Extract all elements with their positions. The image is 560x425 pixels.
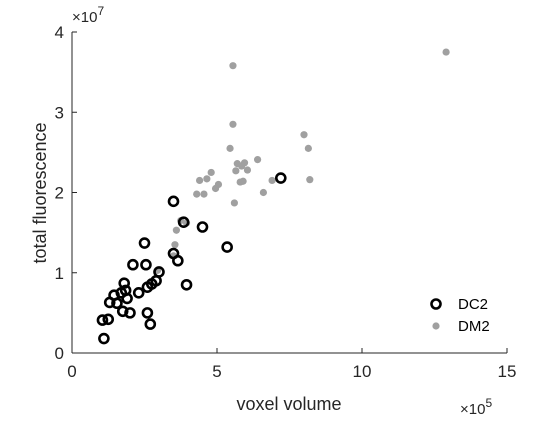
legend: DC2 DM2: [430, 296, 490, 335]
y-tick-label: 4: [55, 23, 64, 42]
data-point-dc2: [180, 278, 193, 291]
data-point-dc2: [118, 277, 130, 289]
legend-marker-dc2: [430, 298, 442, 310]
data-point-dc2: [140, 258, 152, 271]
x-multiplier: ×10: [460, 401, 485, 418]
data-point-dc2: [96, 314, 109, 326]
data-point-dc2: [102, 313, 115, 326]
data-point-dm2: [171, 241, 179, 249]
data-point-dm2: [306, 176, 314, 184]
y-axis-label: total fluorescence: [30, 122, 50, 263]
data-point-dm2: [230, 199, 238, 207]
data-point-dc2: [132, 287, 145, 299]
x-tick-label: 5: [212, 362, 221, 381]
data-point-dc2: [196, 221, 209, 233]
data-point-dm2: [259, 188, 267, 197]
data-point-dc2: [121, 292, 133, 305]
data-point-dm2: [243, 166, 252, 174]
data-point-dc2: [127, 258, 139, 271]
data-point-dc2: [116, 305, 129, 318]
data-point-dc2: [98, 332, 110, 345]
data-point-dm2: [240, 159, 249, 167]
y-tick-label: 3: [55, 103, 64, 122]
y-multiplier: ×10: [72, 9, 97, 26]
data-point-dc2: [144, 318, 157, 330]
data-point-dm2: [229, 62, 237, 70]
y-tick-label: 1: [55, 264, 64, 283]
data-point-dm2: [196, 176, 204, 185]
data-point-dm2: [200, 190, 208, 198]
y-exponent: 7: [97, 4, 104, 18]
data-point-dm2: [232, 167, 240, 175]
x-tick-label: 10: [353, 362, 372, 381]
data-point-dm2: [268, 176, 276, 185]
y-exponent-label: ×107: [72, 4, 104, 26]
data-point-dm2: [300, 131, 308, 139]
data-point-dm2: [254, 155, 262, 164]
legend-label-dm2: DM2: [458, 318, 490, 335]
series-dm2: [153, 48, 450, 274]
y-tick-label: 2: [55, 184, 64, 203]
axes-layer: 0 5 10 15 0 1 2 3 4: [55, 23, 517, 381]
x-exponent-label: ×105: [460, 396, 492, 418]
x-exponent: 5: [485, 396, 492, 410]
data-point-dc2: [153, 266, 165, 278]
x-axis-label: voxel volume: [236, 394, 341, 414]
data-point-dm2: [239, 177, 247, 185]
data-point-dm2: [226, 144, 234, 152]
data-point-dc2: [124, 307, 136, 319]
data-point-dm2: [172, 226, 180, 234]
data-point-dc2: [167, 195, 180, 208]
series-dc2: [96, 172, 287, 345]
x-tick-label: 15: [498, 362, 517, 381]
data-point-dm2: [214, 180, 223, 189]
data-point-dc2: [141, 307, 154, 319]
data-point-dc2: [172, 254, 184, 267]
data-point-dm2: [304, 144, 312, 152]
data-point-dc2: [111, 297, 123, 310]
legend-marker-dm2: [432, 322, 440, 330]
data-point-dc2: [221, 241, 233, 253]
data-point-dc2: [138, 237, 151, 249]
data-point-dc2: [274, 172, 287, 184]
data-point-dm2: [203, 175, 211, 183]
data-point-dm2: [442, 48, 450, 56]
data-point-dm2: [207, 168, 215, 177]
legend-label-dc2: DC2: [458, 296, 488, 313]
data-point-dm2: [229, 120, 237, 128]
x-tick-label: 0: [67, 362, 76, 381]
data-point-dm2: [193, 190, 201, 198]
y-tick-label: 0: [55, 344, 64, 363]
data-point-dc2: [177, 216, 190, 228]
series-layer: [96, 48, 450, 345]
